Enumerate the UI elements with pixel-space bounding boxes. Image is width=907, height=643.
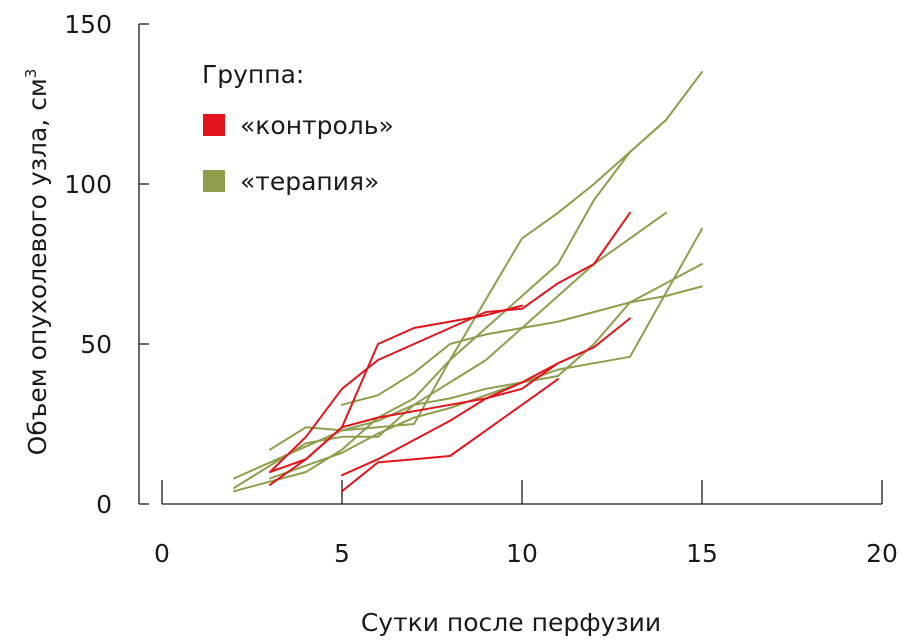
y-axis-title-text: Объем опухолевого узла, см <box>23 78 52 455</box>
series-line-therapy-5 <box>341 285 703 406</box>
legend-label-control: «контроль» <box>240 111 394 140</box>
x-axis-title: Сутки после перфузии <box>361 608 661 637</box>
y-ticks: 0 50 100 150 <box>64 10 149 519</box>
y-tick-label: 150 <box>64 10 112 39</box>
x-tick-label: 5 <box>334 539 350 568</box>
x-tick-label: 0 <box>154 539 170 568</box>
legend-swatch-control <box>203 114 225 136</box>
y-tick-label: 50 <box>80 330 112 359</box>
legend-label-therapy: «терапия» <box>240 167 379 196</box>
x-tick-label: 15 <box>686 539 718 568</box>
series-line-control-5 <box>341 378 559 493</box>
x-tick-label: 20 <box>866 539 898 568</box>
legend-swatch-therapy <box>203 170 225 192</box>
series-line-control-2 <box>269 211 631 473</box>
legend-title: Группа: <box>202 60 304 89</box>
y-axis-title-superscript: 3 <box>22 69 40 79</box>
axes <box>138 24 882 505</box>
y-tick-label: 100 <box>64 170 112 199</box>
legend: Группа: «контроль» «терапия» <box>202 60 394 196</box>
y-axis-title: Объем опухолевого узла, см3 <box>22 69 52 456</box>
x-ticks: 0 5 10 15 20 <box>154 480 898 568</box>
series-line-therapy-4 <box>233 263 703 489</box>
x-tick-label: 10 <box>506 539 538 568</box>
y-tick-label: 0 <box>96 490 112 519</box>
series-line-control-4 <box>341 362 559 477</box>
series-line-therapy-6 <box>269 227 703 480</box>
series-line-therapy-2 <box>269 119 667 451</box>
series-layer <box>233 71 703 493</box>
series-line-control-3 <box>269 304 523 473</box>
series-line-therapy-1 <box>233 71 703 493</box>
